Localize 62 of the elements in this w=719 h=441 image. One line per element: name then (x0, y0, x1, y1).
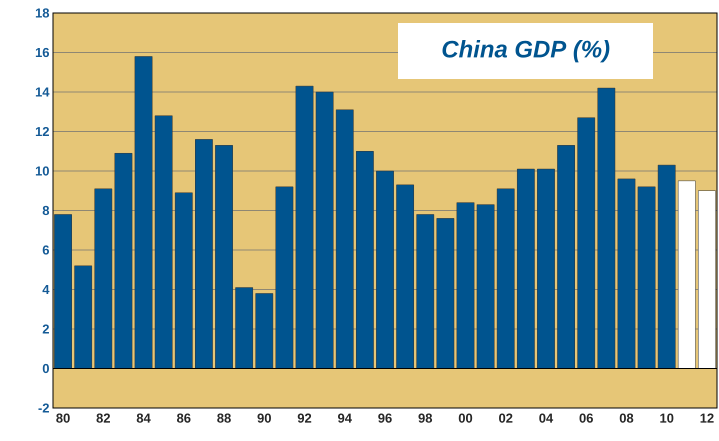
x-tick-label: 08 (620, 414, 634, 423)
bar (356, 150, 374, 369)
bar (235, 287, 254, 369)
bar (416, 214, 434, 369)
bar (74, 266, 92, 369)
y-tick-label: -2 (38, 403, 49, 413)
x-tick-label: 88 (217, 414, 231, 423)
x-tick-label: 04 (539, 414, 554, 423)
bar (195, 139, 213, 369)
bar (496, 188, 515, 369)
y-tick-label: 8 (42, 206, 50, 216)
bar (537, 168, 555, 369)
bar (134, 56, 152, 369)
y-tick-label: 10 (36, 166, 49, 176)
x-tick-label: 10 (660, 414, 674, 423)
bar (577, 117, 596, 369)
x-tick-label: 96 (378, 414, 392, 423)
bar (698, 190, 716, 369)
bar (174, 192, 193, 369)
bar (316, 92, 334, 369)
x-tick-label: 82 (96, 414, 110, 423)
bar (436, 218, 454, 369)
x-tick-label: 00 (458, 414, 472, 423)
bar (678, 180, 696, 369)
x-tick-label: 06 (580, 414, 593, 423)
bar (557, 145, 575, 369)
y-tick-label: 14 (36, 88, 50, 96)
y-tick-label: 12 (36, 126, 49, 136)
x-tick-label: 02 (499, 414, 512, 423)
x-tick-label: 90 (258, 414, 271, 423)
bar (215, 145, 233, 369)
x-tick-label: 86 (176, 414, 191, 423)
bar (54, 214, 72, 369)
bar (296, 86, 314, 369)
bar (275, 186, 294, 369)
bar (114, 152, 132, 369)
bar (376, 170, 394, 369)
bar (597, 88, 616, 369)
bar (154, 115, 173, 369)
x-tick-label: 94 (338, 414, 352, 423)
bar (336, 110, 354, 369)
y-tick-label: 6 (42, 245, 50, 255)
y-tick-label: 0 (42, 364, 49, 374)
y-tick-label: 4 (42, 285, 50, 294)
bar (638, 186, 656, 369)
bar (255, 293, 274, 369)
x-tick-label: 12 (700, 414, 714, 423)
bar (396, 184, 414, 369)
bar (516, 168, 535, 369)
bar (456, 202, 474, 369)
bar (658, 164, 676, 369)
x-tick-label: 98 (418, 414, 432, 423)
text: China GDP (%) (442, 40, 610, 62)
bar (476, 204, 495, 369)
x-tick-label: 92 (298, 414, 312, 423)
bar (618, 178, 636, 369)
y-tick-label: 2 (42, 324, 49, 334)
x-tick-label: 80 (56, 414, 70, 423)
y-tick-label: 18 (36, 8, 50, 18)
bar (94, 188, 112, 369)
x-tick-label: 84 (136, 414, 151, 423)
y-tick-label: 16 (36, 48, 50, 58)
